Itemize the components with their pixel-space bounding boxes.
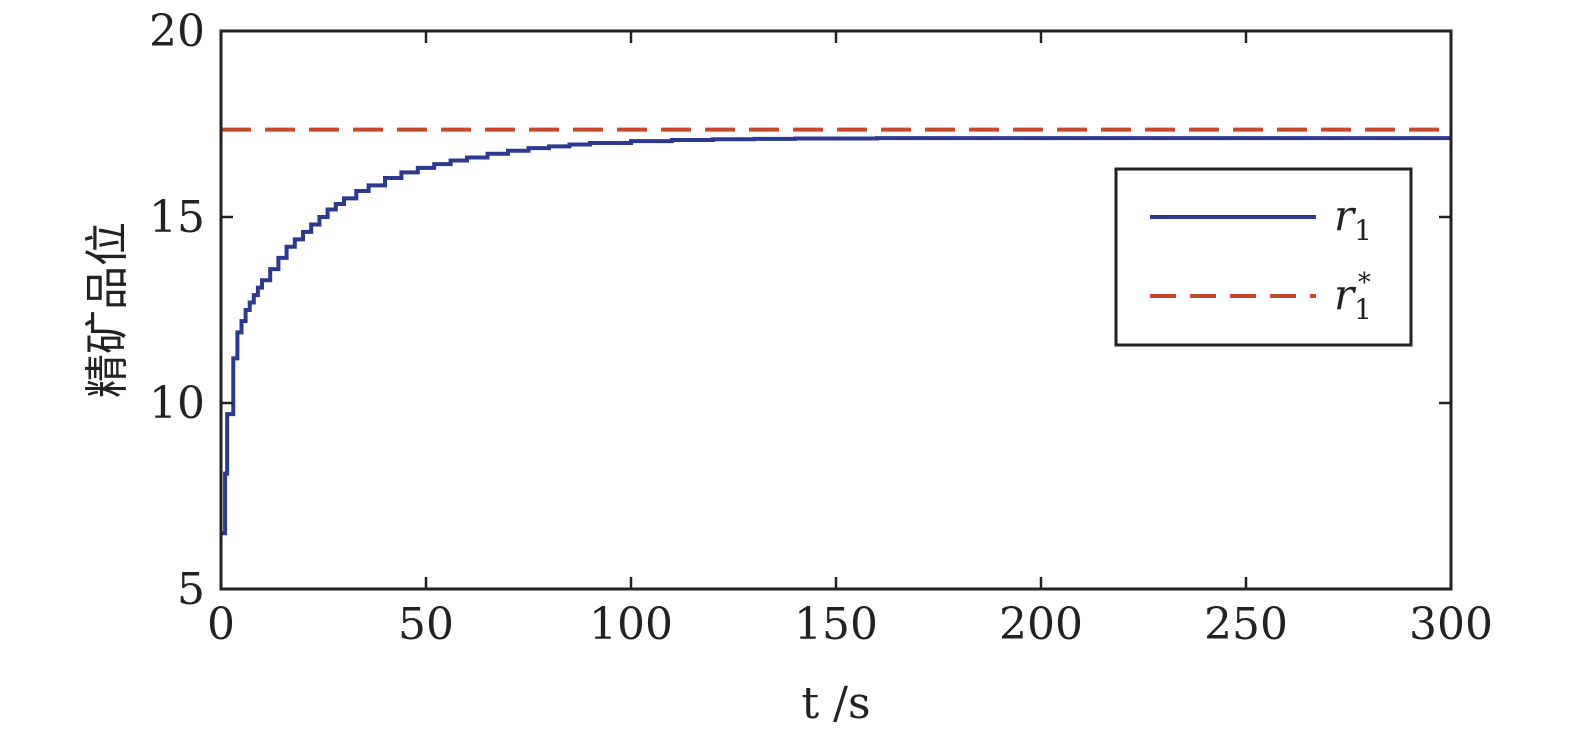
- x-tick-label: 250: [1204, 599, 1288, 650]
- series-r1-line: [221, 136, 1451, 536]
- x-tick-label: 200: [999, 599, 1083, 650]
- x-tick-label: 100: [589, 599, 673, 650]
- x-tick-label: 150: [794, 599, 878, 650]
- x-axis-label: t /s: [801, 678, 870, 729]
- legend: r1 r1*: [1114, 167, 1413, 347]
- y-axis-label: 精矿品位: [82, 222, 133, 398]
- y-tick-label: 10: [149, 378, 205, 429]
- x-axis: 0 50 100 150 200 250 300: [207, 31, 1493, 650]
- y-axis: 5 10 15 20: [149, 6, 1451, 615]
- legend-label-r1: r1: [1334, 191, 1372, 247]
- y-tick-label: 20: [149, 6, 205, 57]
- legend-label-r1-star: r1*: [1334, 268, 1372, 326]
- x-tick-label: 300: [1409, 599, 1493, 650]
- x-tick-label: 0: [207, 599, 235, 650]
- series-layer: [221, 127, 1451, 536]
- y-tick-label: 5: [177, 564, 205, 615]
- y-tick-label: 15: [149, 192, 205, 243]
- legend-box: [1114, 167, 1413, 347]
- x-tick-label: 50: [398, 599, 454, 650]
